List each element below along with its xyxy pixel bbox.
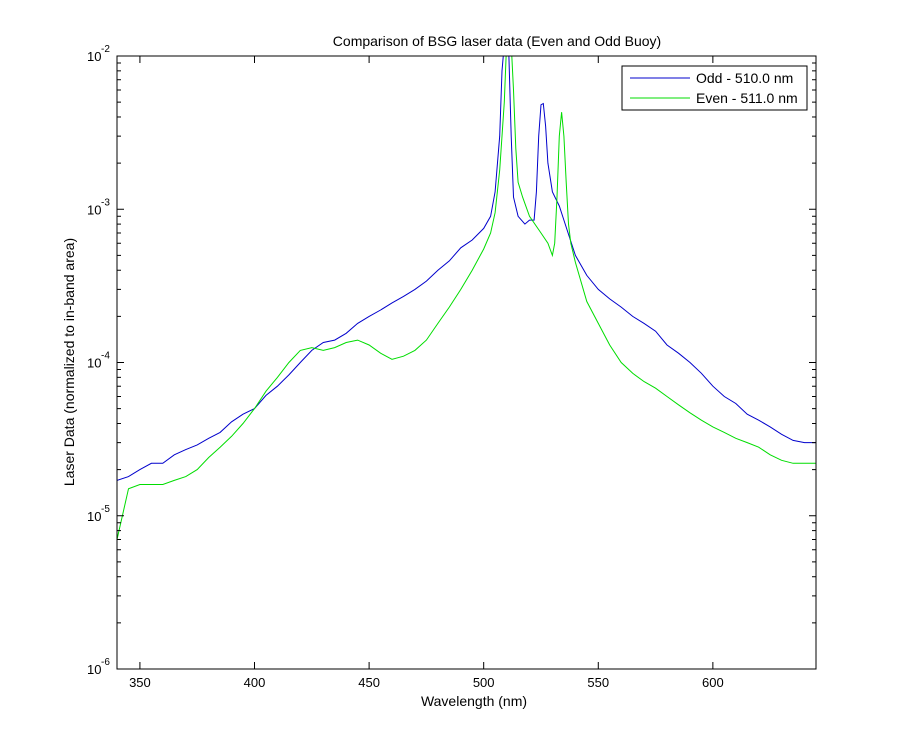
- y-tick-label-base: 10: [87, 202, 101, 217]
- y-tick-labels: 10-610-510-410-310-2: [87, 44, 110, 677]
- legend-label-odd: Odd - 510.0 nm: [696, 70, 793, 86]
- y-tick-label-base: 10: [87, 509, 101, 524]
- y-tick-label-base: 10: [87, 662, 101, 677]
- x-tick-label: 350: [129, 675, 151, 690]
- y-tick-label-base: 10: [87, 356, 101, 371]
- x-tick-label: 600: [702, 675, 724, 690]
- legend: Odd - 510.0 nm Even - 511.0 nm: [621, 65, 808, 111]
- chart-title: Comparison of BSG laser data (Even and O…: [333, 33, 661, 49]
- y-tick-label-exponent: -2: [101, 44, 110, 55]
- series-line-1: [117, 56, 816, 540]
- legend-label-even: Even - 511.0 nm: [696, 90, 798, 106]
- x-tick-labels: 350 400 450 500 550 600: [129, 675, 724, 690]
- x-tick-label: 500: [473, 675, 495, 690]
- x-tick-label: 550: [587, 675, 609, 690]
- x-tick-label: 450: [358, 675, 380, 690]
- y-tick-label-exponent: -5: [101, 504, 110, 515]
- x-tick-label: 400: [244, 675, 266, 690]
- y-tick-label-exponent: -4: [101, 351, 110, 362]
- tick-layer: [117, 55, 816, 670]
- y-tick-label-exponent: -6: [101, 657, 110, 668]
- series-line-0: [117, 56, 816, 481]
- series-layer: [117, 56, 816, 540]
- plot-area: [117, 56, 816, 669]
- y-axis-label: Laser Data (normalized to in-band area): [61, 238, 77, 486]
- legend-box: [621, 65, 808, 111]
- y-tick-label-base: 10: [87, 49, 101, 64]
- x-axis-label: Wavelength (nm): [421, 693, 527, 709]
- y-tick-label-exponent: -3: [101, 197, 110, 208]
